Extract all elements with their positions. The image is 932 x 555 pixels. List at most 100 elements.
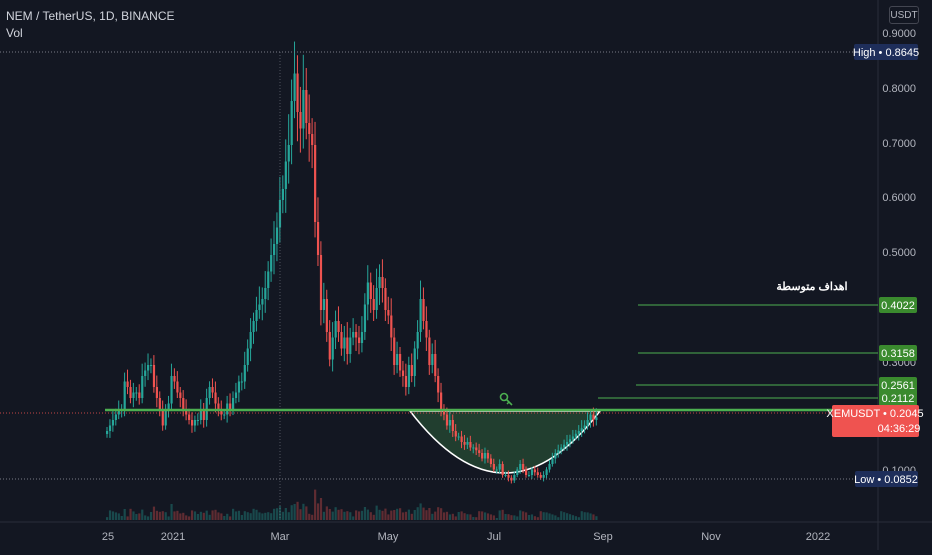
candle-body (460, 436, 463, 442)
high-label-bg (854, 44, 918, 60)
volume-bar (372, 514, 375, 520)
candle-body (340, 332, 343, 349)
volume-bar (255, 509, 258, 520)
volume-bar (322, 511, 326, 520)
volume-bar (563, 512, 566, 520)
candle-body (375, 288, 378, 310)
volume-bar (369, 512, 372, 520)
volume-bar (123, 509, 126, 520)
candle-body (469, 442, 472, 448)
candle-body (138, 392, 141, 398)
volume-bar (583, 512, 586, 520)
volume-bar (381, 510, 384, 520)
high-label-text: High • 0.8645 (853, 47, 919, 59)
volume-bar (106, 517, 109, 520)
candle-body (188, 414, 191, 420)
candle-body (302, 90, 305, 129)
candle-body (275, 227, 279, 244)
candle-body (554, 453, 557, 459)
arabic-annotation: اهداف متوسطة (776, 281, 847, 293)
volume-bar (281, 511, 284, 520)
volume-bar (589, 513, 592, 520)
volume-bar (566, 513, 569, 520)
candle-body (255, 310, 258, 321)
symbol-title: NEM / TetherUS, 1D, BINANCE (6, 9, 175, 23)
candle-body (237, 381, 241, 393)
y-tick-label: 0.6000 (882, 192, 916, 204)
volume-bar (419, 503, 422, 520)
candle-body (211, 387, 214, 393)
candle-body (416, 332, 419, 349)
y-tick-label: 0.5000 (882, 247, 916, 259)
volume-bar (425, 510, 428, 520)
candle-body (583, 425, 586, 429)
volume-bar (211, 510, 214, 520)
candle-body (580, 428, 583, 431)
volume-bar (422, 507, 425, 520)
candle-body (437, 376, 440, 393)
candle-body (108, 425, 112, 431)
candle-body (328, 332, 331, 360)
candle-body (322, 299, 326, 310)
low-label-bg (855, 471, 918, 487)
volume-bar (498, 510, 501, 520)
volume-bar (533, 516, 536, 520)
candle-body (267, 271, 270, 288)
candle-body (155, 387, 159, 398)
candle-body (234, 392, 238, 398)
candle-body (545, 469, 548, 475)
volume-bar (302, 503, 305, 520)
price-labels: High • 0.8645 Low • 0.0852 0.4022 0.3158 0.2… (826, 44, 924, 487)
volume-bar (469, 514, 472, 520)
volume-bar (519, 510, 522, 520)
candle-body (507, 475, 510, 478)
candle-body (366, 282, 369, 305)
candle-body (231, 398, 235, 409)
candle-body (208, 387, 211, 398)
volume-bar (275, 508, 279, 520)
candle-body (369, 282, 372, 299)
volume-bar (179, 513, 182, 520)
candle-body (434, 354, 437, 376)
candle-body (123, 381, 126, 409)
candle-body (249, 332, 252, 349)
candle-body (393, 337, 396, 365)
candle-body (399, 354, 402, 371)
x-tick-label: Mar (271, 531, 290, 543)
target-label-text: 0.4022 (881, 300, 915, 312)
candle-body (214, 392, 217, 404)
candle-body (387, 310, 390, 316)
volume-bar (167, 516, 170, 520)
candle-body (185, 409, 188, 415)
candle-body (152, 365, 156, 387)
candle-body (527, 475, 531, 476)
candle-body (419, 299, 422, 332)
volume-bar (226, 513, 229, 520)
volume-bar (577, 517, 580, 520)
volume-bar (296, 501, 299, 520)
candle-body (343, 337, 346, 349)
candle-body (325, 299, 328, 332)
volume-bar (246, 512, 249, 520)
candle-body (170, 376, 173, 404)
candle-body (202, 409, 205, 420)
volume-bar (229, 516, 232, 520)
volume-bar (337, 509, 340, 520)
volume-bar (457, 512, 460, 520)
volume-bar (478, 511, 481, 520)
volume-bar (437, 507, 440, 520)
candle-body (519, 464, 522, 470)
candle-body (533, 469, 536, 473)
volume-bar (355, 510, 358, 520)
candle-body (281, 189, 284, 200)
volume-bar (188, 516, 191, 520)
candle-body (173, 376, 176, 382)
candle-body (308, 123, 311, 134)
candle-body (161, 409, 164, 426)
volume-bars (106, 489, 598, 520)
candle-body (481, 453, 484, 459)
currency-button[interactable]: USDT (889, 6, 919, 24)
volume-bar (410, 513, 413, 520)
